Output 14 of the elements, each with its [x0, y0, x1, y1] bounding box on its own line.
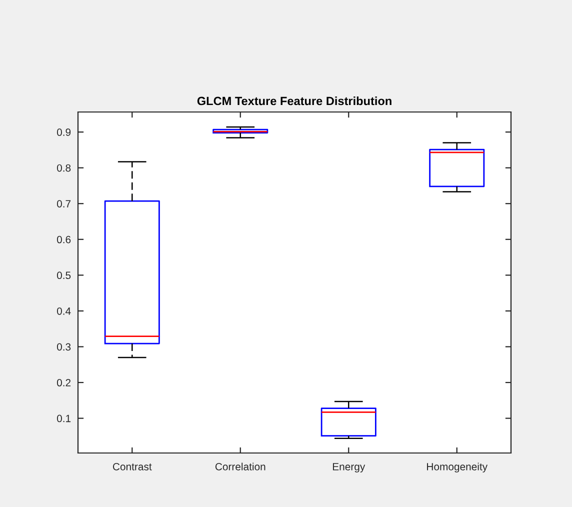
y-tick-label: 0.6: [56, 236, 71, 244]
y-tick-label: 0.8: [56, 164, 71, 172]
y-tick-label: 0.1: [56, 414, 71, 422]
y-tick-label: 0.9: [56, 128, 71, 136]
y-tick-label: 0.7: [56, 200, 71, 208]
y-tick-label: 0.2: [56, 379, 71, 386]
y-tick-label: 0.5: [56, 272, 71, 280]
x-tick-label: Correlation: [215, 462, 266, 470]
x-tick-label: Homogeneity: [427, 462, 488, 472]
y-tick-label: 0.3: [56, 343, 71, 351]
x-tick-label: Contrast: [112, 462, 152, 470]
chart-title: GLCM Texture Feature Distribution: [197, 96, 392, 106]
x-tick-label: Energy: [332, 463, 366, 472]
y-tick-label: 0.4: [56, 307, 71, 315]
